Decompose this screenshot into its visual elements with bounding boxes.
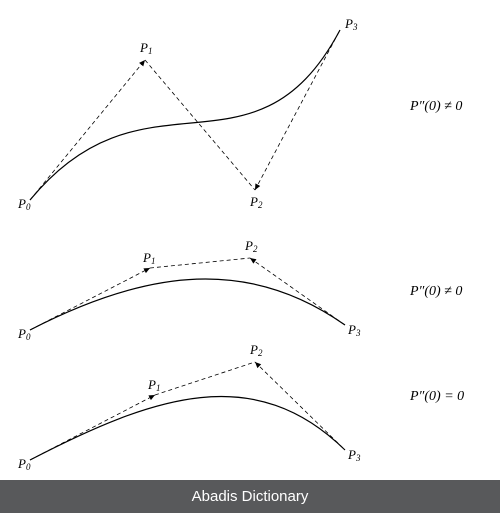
- diagram-svg: P0 P1 P2 P3 P″(0) ≠ 0 P0 P1 P2 P3 P″(0) ≠ 0 P0 P1 P2…: [0, 0, 500, 480]
- svg-text:P2: P2: [244, 238, 258, 254]
- bezier-diagram: P0 P1 P2 P3 P″(0) ≠ 0 P0 P1 P2 P3 P″(0) ≠ 0 P0 P1 P2…: [0, 0, 500, 480]
- svg-text:P″(0) ≠ 0: P″(0) ≠ 0: [409, 99, 462, 114]
- svg-text:P2: P2: [249, 342, 263, 358]
- svg-text:P3: P3: [344, 16, 358, 32]
- svg-text:P0: P0: [17, 456, 31, 472]
- svg-text:P1: P1: [139, 40, 152, 56]
- footer-text: Abadis Dictionary: [192, 488, 309, 505]
- svg-text:P2: P2: [249, 194, 263, 210]
- svg-text:P3: P3: [347, 322, 361, 338]
- svg-text:P″(0) ≠ 0: P″(0) ≠ 0: [409, 284, 462, 299]
- svg-text:P0: P0: [17, 326, 31, 342]
- svg-text:P3: P3: [347, 447, 361, 463]
- svg-text:P1: P1: [142, 250, 155, 266]
- svg-text:P1: P1: [147, 377, 160, 393]
- svg-text:P0: P0: [17, 196, 31, 212]
- footer-bar: Abadis Dictionary: [0, 480, 500, 513]
- svg-text:P″(0) = 0: P″(0) = 0: [409, 389, 464, 404]
